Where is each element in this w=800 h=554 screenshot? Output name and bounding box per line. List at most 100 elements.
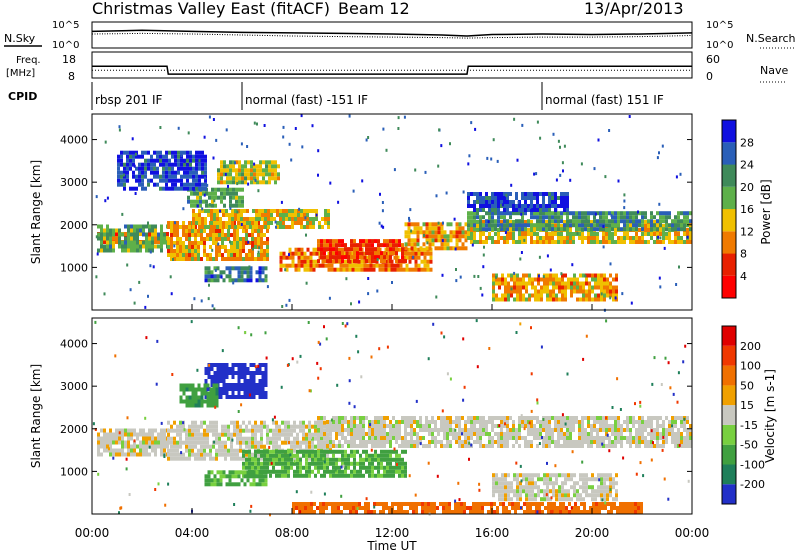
heat-cell: [224, 444, 227, 449]
heat-cell: [228, 217, 231, 221]
heat-cell: [241, 180, 244, 185]
heat-cell: [536, 432, 539, 436]
heat-cell: [491, 236, 494, 240]
heat-cell: [647, 232, 650, 236]
heat-cell: [124, 244, 127, 249]
heat-cell: [518, 211, 521, 216]
heat-cell: [255, 474, 259, 479]
heat-cell: [225, 225, 228, 229]
heat-cell: [268, 168, 271, 173]
heat-cell: [632, 440, 635, 444]
heat-cell: [404, 242, 408, 247]
heat-cell: [443, 436, 446, 440]
heat-cell: [407, 222, 411, 227]
heat-cell: [207, 470, 211, 475]
heat-cell: [219, 225, 222, 229]
heat-cell: [578, 428, 581, 432]
heat-cell: [416, 432, 419, 436]
scatter-cell: [441, 239, 444, 243]
scatter-cell: [539, 136, 542, 140]
heat-cell: [320, 449, 323, 454]
heat-cell: [689, 219, 692, 224]
heat-cell: [170, 444, 173, 449]
heat-cell: [241, 199, 244, 204]
heat-cell: [434, 440, 437, 444]
cbar-tick-5: 24: [740, 159, 754, 172]
heat-cell: [278, 457, 281, 462]
heat-cell: [251, 233, 254, 237]
heat-cell: [606, 277, 609, 282]
heat-cell: [416, 222, 420, 227]
heat-cell: [305, 449, 308, 454]
heat-cell: [136, 432, 139, 437]
heat-cell: [224, 249, 227, 253]
scatter-cell: [614, 296, 617, 300]
heat-cell: [539, 420, 542, 424]
heat-cell: [147, 158, 150, 163]
heat-cell: [197, 403, 201, 408]
scatter-cell: [352, 189, 355, 193]
heat-cell: [389, 259, 392, 264]
heat-cell: [233, 253, 236, 257]
heat-cell: [133, 244, 136, 249]
heat-cell: [203, 444, 206, 449]
heat-cell: [398, 420, 401, 424]
heat-cell: [153, 174, 156, 179]
heat-cell: [380, 428, 383, 432]
heat-cell: [626, 227, 629, 232]
heat-cell: [635, 240, 638, 244]
heat-cell: [245, 461, 248, 466]
heat-cell: [383, 465, 386, 470]
heat-cell: [608, 424, 611, 428]
heat-cell: [410, 416, 413, 420]
heat-cell: [677, 236, 680, 240]
heat-cell: [386, 469, 389, 474]
heat-cell: [455, 246, 459, 251]
heat-cell: [530, 232, 533, 236]
heat-cell: [165, 186, 168, 191]
heat-cell: [437, 234, 441, 239]
scatter-cell: [408, 218, 411, 222]
heat-cell: [198, 166, 201, 171]
heat-cell: [546, 289, 549, 294]
heat-cell: [206, 257, 209, 261]
heat-cell: [528, 277, 531, 282]
heat-cell: [176, 229, 179, 233]
scatter-cell: [658, 276, 661, 280]
heat-cell: [506, 428, 509, 432]
heat-cell: [224, 456, 227, 461]
scatter-cell: [170, 292, 173, 296]
heat-cell: [513, 273, 516, 278]
heat-cell: [156, 166, 159, 171]
scatter-cell: [376, 289, 379, 293]
scatter-cell: [329, 181, 332, 185]
heat-cell: [257, 424, 260, 429]
heat-cell: [341, 457, 344, 462]
scatter-cell: [470, 121, 473, 125]
heat-cell: [482, 227, 485, 232]
heat-cell: [203, 387, 207, 392]
heat-cell: [300, 255, 304, 260]
scatter-cell: [378, 221, 381, 225]
heat-cell: [552, 297, 555, 302]
heat-cell: [383, 259, 386, 264]
heat-cell: [212, 391, 216, 396]
heat-cell: [121, 432, 124, 437]
heat-cell: [485, 428, 488, 432]
heat-cell: [176, 221, 179, 225]
heat-cell: [626, 416, 629, 420]
heat-cell: [302, 473, 305, 478]
heat-cell: [371, 428, 374, 432]
heat-cell: [434, 420, 437, 424]
heat-cell: [659, 232, 662, 236]
heat-cell: [240, 270, 244, 275]
heat-cell: [250, 172, 253, 177]
heat-cell: [449, 238, 453, 243]
heat-cell: [473, 192, 476, 196]
heat-cell: [222, 270, 226, 275]
heat-cell: [296, 457, 299, 462]
scatter-cell: [149, 264, 152, 268]
heat-cell: [461, 440, 464, 444]
heat-cell: [176, 245, 179, 249]
heat-cell: [458, 230, 462, 235]
